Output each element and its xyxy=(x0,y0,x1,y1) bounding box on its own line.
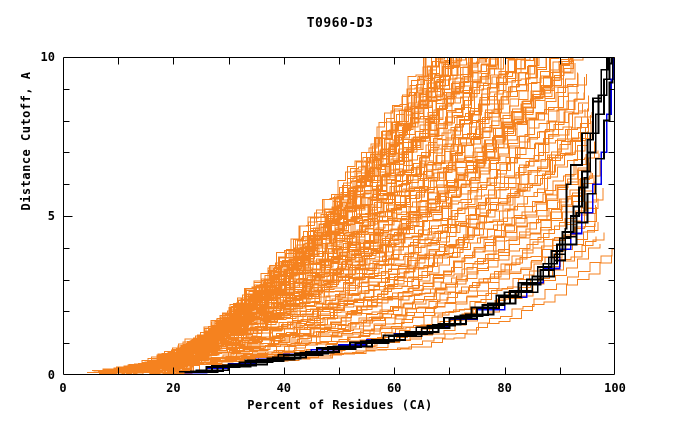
series-line xyxy=(195,57,611,372)
x-tick-label: 100 xyxy=(604,381,626,395)
x-tick-label: 20 xyxy=(166,381,181,395)
series-line xyxy=(183,57,433,370)
x-axis-label: Percent of Residues (CA) xyxy=(247,398,433,412)
y-tick-label: 5 xyxy=(47,209,55,223)
y-tick-label: 0 xyxy=(47,368,55,382)
series-line xyxy=(181,57,440,373)
series-line xyxy=(169,57,455,371)
axis-frame xyxy=(63,57,615,375)
series-line xyxy=(182,57,427,373)
x-tick-label: 0 xyxy=(59,381,67,395)
series-line xyxy=(183,57,436,370)
chart-title: T0960-D3 xyxy=(306,16,374,31)
series-line xyxy=(181,57,613,373)
x-tick-label: 60 xyxy=(386,381,402,395)
series-line xyxy=(135,95,589,372)
series-line xyxy=(184,57,426,374)
plot-canvas xyxy=(63,57,615,375)
x-tick-label: 40 xyxy=(276,381,292,395)
y-tick-label: 10 xyxy=(40,50,55,64)
series-line xyxy=(166,57,518,370)
series-layer xyxy=(87,57,615,375)
plot-area xyxy=(63,57,615,375)
x-tick-label: 80 xyxy=(497,381,512,395)
series-line xyxy=(124,112,593,371)
